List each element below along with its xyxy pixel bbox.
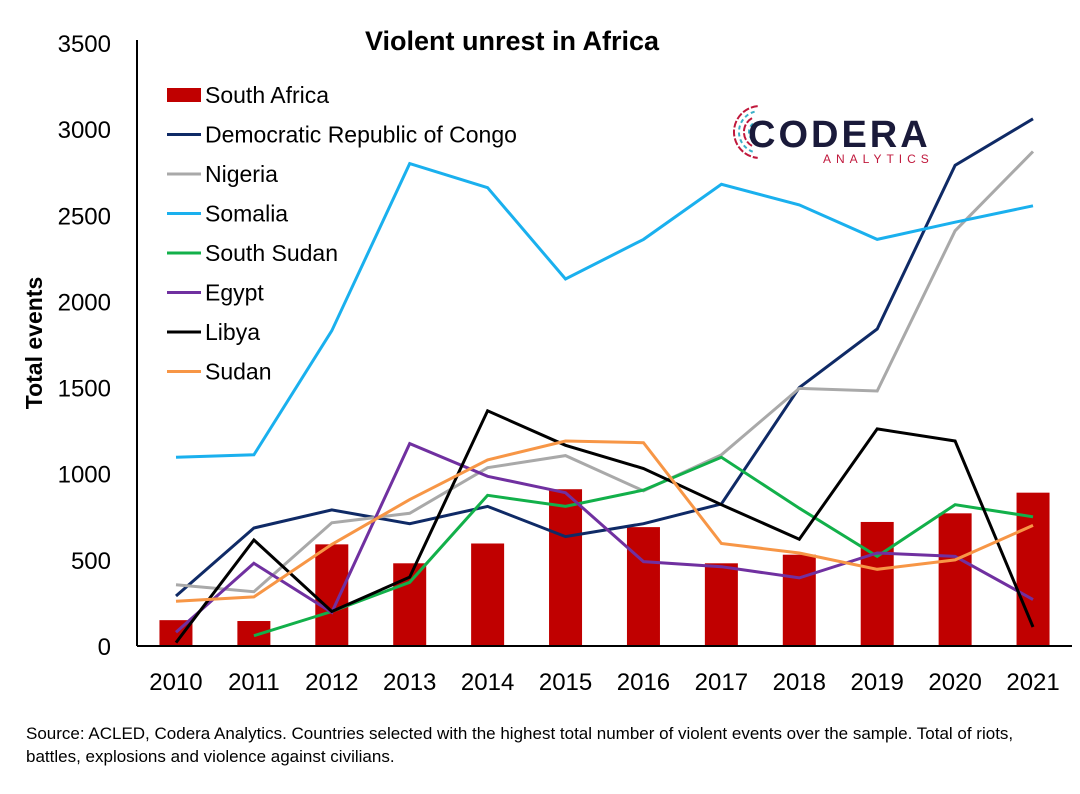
logo-arc — [733, 105, 758, 159]
line-somalia — [175, 161, 1034, 459]
legend-label-nigeria: Nigeria — [205, 161, 278, 187]
bar-south-africa-2018 — [782, 554, 816, 646]
x-tick-label: 2015 — [539, 669, 592, 696]
y-tick-label: 0 — [98, 634, 111, 661]
bar-south-africa-2015 — [549, 489, 583, 646]
x-tick-label: 2014 — [461, 669, 514, 696]
bar-south-africa-2021 — [1016, 492, 1050, 646]
line-nigeria — [175, 150, 1035, 594]
x-tick-label: 2019 — [851, 669, 904, 696]
x-tick-label: 2016 — [617, 669, 670, 696]
y-tick-label: 500 — [71, 548, 111, 575]
line-south-sudan — [253, 455, 1034, 638]
bar-south-africa-2016 — [626, 527, 660, 646]
bar-south-africa-2017 — [704, 563, 738, 646]
x-tick-label: 2011 — [228, 669, 280, 696]
axes — [136, 40, 1072, 647]
tick-labels: 0 500 1000 1500 2000 2500 3000 3500 2010 2011 2012… — [58, 31, 1060, 696]
x-tick-label: 2018 — [773, 669, 826, 696]
legend-label-somalia: Somalia — [205, 201, 288, 227]
legend-label-south-sudan: South Sudan — [205, 240, 338, 266]
x-tick-label: 2013 — [383, 669, 436, 696]
bar-series-south-africa — [159, 489, 1050, 646]
line-sudan — [175, 439, 1034, 603]
y-axis-title: Total events — [21, 277, 47, 410]
x-tick-label: 2010 — [149, 669, 202, 696]
line-series-group — [174, 117, 1035, 644]
x-tick-label: 2012 — [305, 669, 358, 696]
line-egypt — [175, 441, 1034, 634]
legend-label-libya: Libya — [205, 319, 260, 345]
legend-label-democratic-republic-of-congo: Democratic Republic of Congo — [205, 122, 517, 148]
y-tick-label: 3500 — [58, 31, 111, 58]
legend-label-sudan: Sudan — [205, 359, 272, 385]
source-note: Source: ACLED, Codera Analytics. Countri… — [26, 724, 1014, 766]
chart-title: Violent unrest in Africa — [365, 26, 660, 56]
logo-arc — [748, 122, 754, 142]
chart: Violent unrest in Africa Total events 0 5… — [21, 26, 1072, 696]
logo-sub: ANALYTICS — [823, 152, 934, 166]
legend-swatch-south-africa — [167, 88, 201, 102]
y-tick-label: 1000 — [58, 462, 111, 489]
legend-label-egypt: Egypt — [205, 280, 264, 306]
codera-logo: CODERA ANALYTICS — [733, 105, 934, 166]
logo-name: CODERA — [748, 114, 931, 156]
bar-south-africa-2020 — [938, 513, 972, 646]
codera-logo-mark-icon — [733, 105, 758, 159]
bar-south-africa-2014 — [471, 543, 505, 646]
bar-south-africa-2012 — [315, 544, 349, 646]
y-tick-label: 2500 — [58, 203, 111, 230]
logo-arc — [742, 117, 753, 147]
y-tick-label: 3000 — [58, 117, 111, 144]
y-tick-label: 1500 — [58, 376, 111, 403]
y-tick-label: 2000 — [58, 289, 111, 316]
x-tick-label: 2021 — [1006, 669, 1059, 696]
legend: South Africa Democratic Republic of Congo… — [167, 82, 517, 385]
x-tick-label: 2020 — [928, 669, 981, 696]
x-tick-label: 2017 — [695, 669, 748, 696]
bar-south-africa-2019 — [860, 521, 894, 646]
legend-label-south-africa: South Africa — [205, 82, 329, 108]
line-libya — [174, 408, 1035, 644]
line-democratic-republic-of-congo — [175, 117, 1034, 598]
